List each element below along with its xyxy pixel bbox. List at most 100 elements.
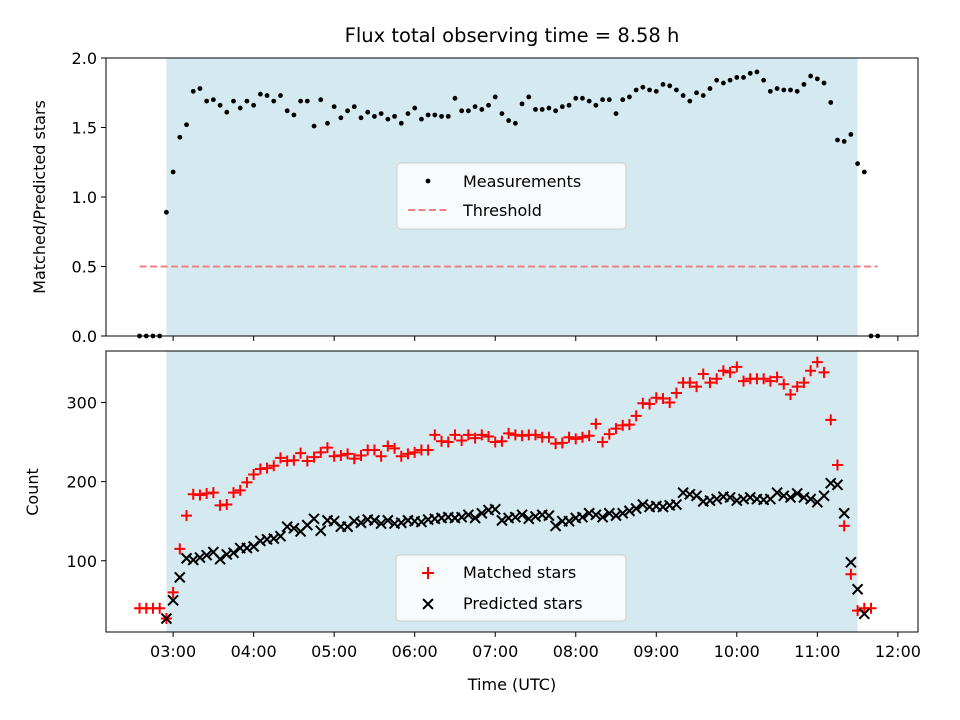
matched-star-point (402, 448, 414, 460)
predicted-star-point (704, 494, 716, 507)
predicted-star-point (227, 547, 240, 559)
measurement-point (190, 88, 196, 94)
matched-star-point (791, 381, 803, 393)
measurement-point (506, 118, 512, 123)
matched-star-point (248, 468, 260, 480)
predicted-star-point (563, 515, 575, 527)
predicted-star-point (576, 511, 589, 523)
predicted-star-point (274, 530, 287, 542)
count-y-tick-label: 300 (66, 393, 97, 412)
measurement-point (640, 84, 646, 90)
predicted-star-point (784, 491, 797, 504)
predicted-star-point (174, 571, 186, 584)
matched-star-point (295, 447, 307, 459)
measurement-point (378, 111, 384, 116)
predicted-star-point (221, 548, 233, 561)
matched-star-point (503, 427, 515, 439)
predicted-star-point (455, 511, 468, 523)
measurement-point (533, 107, 538, 112)
measurement-point (573, 95, 579, 101)
predicted-star-point (382, 514, 394, 527)
matched-star-point (422, 444, 434, 456)
predicted-star-point (610, 509, 622, 522)
matched-star-point (610, 423, 622, 435)
predicted-star-point (583, 507, 595, 519)
measurement-point (244, 98, 250, 104)
legend-matched-label: Matched stars (463, 563, 576, 582)
ratio-y-tick-label: 2.0 (72, 49, 97, 68)
matched-star-point (543, 431, 555, 443)
legend-predicted-label: Predicted stars (463, 594, 583, 613)
matched-star-point (845, 568, 857, 580)
predicted-star-point (368, 514, 381, 527)
matched-star-point (576, 431, 588, 443)
predicted-star-point (375, 517, 387, 530)
count-y-axis-label: Count (23, 468, 42, 516)
matched-star-point (798, 377, 810, 389)
measurement-point (580, 95, 585, 101)
matched-star-point (563, 431, 575, 443)
predicted-star-point (462, 509, 475, 521)
predicted-star-point (838, 507, 850, 519)
measurement-point (492, 94, 498, 100)
measurement-point (278, 93, 283, 98)
matched-star-point (623, 419, 635, 431)
matched-star-point (838, 520, 850, 532)
measurement-point (653, 88, 659, 94)
matched-star-point (409, 446, 421, 458)
predicted-star-point (831, 479, 844, 491)
predicted-star-point (476, 507, 488, 519)
matched-star-point (717, 365, 729, 377)
measurement-point (539, 107, 545, 112)
count-legend-box (395, 554, 627, 622)
matched-star-point (342, 448, 354, 460)
matched-star-point (442, 436, 454, 448)
predicted-star-point (798, 491, 810, 504)
predicted-star-point (308, 513, 320, 525)
measurement-point (338, 115, 344, 121)
count-marks (134, 356, 877, 625)
ratio-y-tick-label: 0.5 (72, 258, 97, 277)
predicted-star-point (194, 551, 206, 564)
measurement-point (519, 101, 525, 107)
predicted-star-point (496, 514, 508, 527)
x-tick-label: 05:00 (311, 642, 357, 661)
measurement-point (479, 107, 485, 112)
measurement-point (808, 73, 814, 79)
matched-star-point (831, 459, 843, 471)
predicted-star-point (516, 509, 528, 521)
predicted-star-point (596, 511, 609, 523)
matched-star-point (389, 442, 401, 454)
predicted-star-point (778, 490, 790, 502)
ratio-marks (137, 69, 881, 339)
measurement-point (680, 93, 686, 98)
measurement-point (311, 123, 317, 129)
measurement-point (298, 98, 304, 104)
matched-star-point (483, 430, 495, 442)
measurement-point (861, 169, 867, 175)
measurement-point (204, 98, 210, 104)
measurement-point (566, 102, 572, 108)
count-y-tick-label: 200 (66, 473, 97, 492)
measurement-point (163, 209, 169, 215)
matched-star-point (865, 602, 877, 614)
matched-star-point (274, 452, 286, 464)
legend-measurements-label: Measurements (463, 172, 581, 191)
ratio-y-tick-label: 0.0 (72, 327, 97, 346)
predicted-star-point (167, 594, 179, 607)
measurement-point (774, 86, 780, 91)
predicted-star-point (187, 554, 199, 566)
matched-star-point (382, 440, 394, 452)
measurement-point (627, 94, 632, 100)
measurement-point (170, 169, 176, 175)
predicted-star-point (489, 503, 501, 516)
ratio-y-axis-label: Matched/Predicted stars (30, 100, 49, 294)
matched-star-point (825, 414, 837, 426)
predicted-star-point (731, 494, 743, 507)
measurement-point (251, 102, 257, 108)
measurement-point (855, 161, 861, 167)
x-tick-label: 08:00 (553, 642, 599, 661)
measurement-point (291, 112, 297, 118)
measurement-point (412, 105, 418, 111)
